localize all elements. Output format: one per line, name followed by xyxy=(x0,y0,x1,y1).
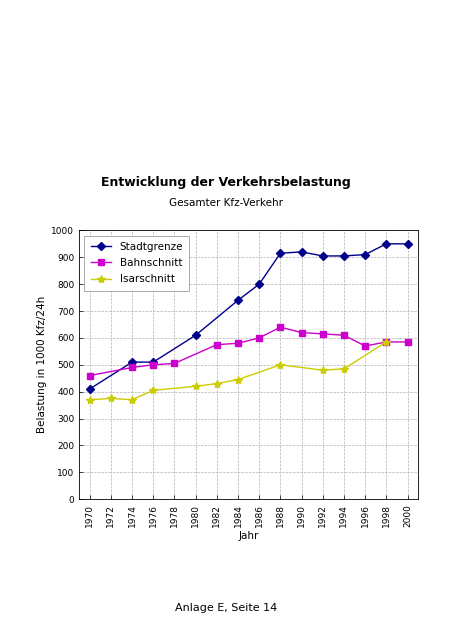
Stadtgrenze xyxy=(87,385,92,393)
Stadtgrenze xyxy=(298,248,304,256)
Stadtgrenze xyxy=(404,240,410,248)
Legend: Stadtgrenze, Bahnschnitt, Isarschnitt: Stadtgrenze, Bahnschnitt, Isarschnitt xyxy=(84,236,189,291)
Isarschnitt xyxy=(319,366,325,374)
Isarschnitt xyxy=(87,396,92,404)
Stadtgrenze xyxy=(319,252,325,260)
Stadtgrenze xyxy=(383,240,388,248)
Stadtgrenze xyxy=(362,251,367,259)
Isarschnitt xyxy=(235,376,240,383)
Bahnschnitt xyxy=(341,332,346,339)
Isarschnitt xyxy=(277,361,282,369)
Isarschnitt xyxy=(108,394,113,402)
Isarschnitt xyxy=(341,365,346,372)
Bahnschnitt xyxy=(277,323,282,331)
Bahnschnitt xyxy=(404,338,410,346)
Stadtgrenze xyxy=(235,296,240,304)
Bahnschnitt xyxy=(171,360,177,367)
Bahnschnitt xyxy=(383,338,388,346)
Text: Anlage E, Seite 14: Anlage E, Seite 14 xyxy=(175,603,276,613)
Stadtgrenze xyxy=(256,280,261,288)
Bahnschnitt xyxy=(362,342,367,350)
Stadtgrenze xyxy=(341,252,346,260)
Text: Entwicklung der Verkehrsbelastung: Entwicklung der Verkehrsbelastung xyxy=(101,176,350,189)
Bahnschnitt xyxy=(214,340,219,348)
Bahnschnitt xyxy=(129,364,134,371)
Line: Bahnschnitt: Bahnschnitt xyxy=(87,324,410,378)
Bahnschnitt xyxy=(150,361,156,369)
Bahnschnitt xyxy=(319,330,325,338)
Bahnschnitt xyxy=(298,329,304,337)
Line: Isarschnitt: Isarschnitt xyxy=(85,338,390,404)
Bahnschnitt xyxy=(256,334,261,342)
Isarschnitt xyxy=(129,396,134,404)
Stadtgrenze xyxy=(150,358,156,366)
Isarschnitt xyxy=(383,338,388,346)
X-axis label: Jahr: Jahr xyxy=(238,531,258,541)
Stadtgrenze xyxy=(277,250,282,257)
Isarschnitt xyxy=(214,380,219,387)
Text: Gesamter Kfz-Verkehr: Gesamter Kfz-Verkehr xyxy=(169,198,282,208)
Isarschnitt xyxy=(150,387,156,394)
Bahnschnitt xyxy=(87,372,92,380)
Bahnschnitt xyxy=(235,339,240,347)
Stadtgrenze xyxy=(129,358,134,366)
Line: Stadtgrenze: Stadtgrenze xyxy=(87,241,410,392)
Isarschnitt xyxy=(193,383,198,390)
Stadtgrenze xyxy=(193,332,198,339)
Y-axis label: Belastung in 1000 Kfz/24h: Belastung in 1000 Kfz/24h xyxy=(37,296,47,433)
